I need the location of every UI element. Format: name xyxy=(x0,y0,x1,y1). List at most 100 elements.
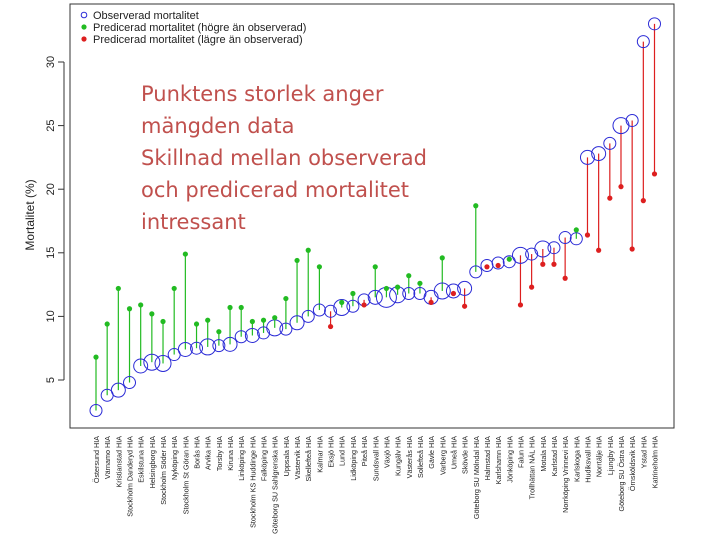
annotation-line-4: och predicerad mortalitet xyxy=(141,178,410,202)
predicted-point-42 xyxy=(562,275,568,281)
predicted-point-34 xyxy=(473,203,479,209)
y-tick-label-25: 25 xyxy=(45,119,57,131)
observed-point-19 xyxy=(301,309,315,323)
x-tick-label-43: Karlskoga HIA xyxy=(572,436,581,482)
observed-point-22 xyxy=(333,298,351,316)
observed-point-3 xyxy=(123,376,137,390)
predicted-point-31 xyxy=(439,255,445,261)
x-tick-label-22: Lund HIA xyxy=(338,436,347,466)
predicted-point-26 xyxy=(383,285,390,292)
x-tick-label-23: Lidköping HIA xyxy=(349,436,358,481)
observed-point-17 xyxy=(279,322,293,336)
y-tick-label-30: 30 xyxy=(45,56,57,68)
predicted-point-25 xyxy=(372,264,378,270)
x-tick-label-6: Stockholm Söder HIA xyxy=(159,436,168,505)
observed-point-9 xyxy=(190,341,204,355)
x-tick-label-4: Eskilstuna HIA xyxy=(137,436,146,483)
x-tick-label-36: Karlshamn HIA xyxy=(494,436,503,485)
x-tick-label-40: Motala HIA xyxy=(539,436,548,472)
x-tick-label-9: Borås HIA xyxy=(193,436,202,469)
predicted-point-7 xyxy=(171,285,177,292)
predicted-point-45 xyxy=(596,247,602,253)
y-axis-label: Mortalitet (%) xyxy=(23,179,37,250)
predicted-point-6 xyxy=(160,318,166,325)
x-tick-label-7: Nyköping HIA xyxy=(170,436,179,480)
observed-point-43 xyxy=(569,232,583,246)
legend-higher-marker xyxy=(81,24,87,30)
x-tick-label-33: Skövde HIA xyxy=(461,436,470,474)
x-tick-label-24: Piteå HIA xyxy=(360,436,369,467)
predicted-point-11 xyxy=(216,329,222,335)
predicted-point-40 xyxy=(540,261,546,267)
predicted-point-23 xyxy=(350,290,356,297)
predicted-point-27 xyxy=(394,284,401,290)
observed-point-18 xyxy=(289,315,305,331)
predicted-point-8 xyxy=(182,251,188,257)
legend-lower-marker xyxy=(81,36,87,42)
annotation-line-5: intressant xyxy=(141,210,246,234)
legend-observed-label: Observerad mortalitet xyxy=(93,10,199,22)
x-tick-label-2: Kristianstad HIA xyxy=(114,436,123,488)
x-tick-label-47: Göteborg SU Östra HIA xyxy=(617,436,626,512)
y-tick-label-15: 15 xyxy=(45,247,57,259)
x-tick-label-29: Sollefteå HIA xyxy=(416,436,425,478)
x-tick-label-41: Karlstad HIA xyxy=(550,436,559,477)
predicted-point-18 xyxy=(294,257,300,264)
predicted-point-15 xyxy=(260,317,267,323)
observed-point-34 xyxy=(469,265,483,279)
predicted-point-47 xyxy=(618,184,624,190)
observed-point-29 xyxy=(413,287,427,301)
x-tick-label-50: Katrineholm HIA xyxy=(651,436,660,489)
x-tick-label-14: Stockholm KS Huddinge HIA xyxy=(248,436,257,528)
predicted-point-46 xyxy=(607,195,613,201)
x-tick-label-35: Halmstad HIA xyxy=(483,436,492,481)
predicted-point-16 xyxy=(272,315,278,321)
x-tick-label-10: Arvika HIA xyxy=(204,436,213,470)
x-tick-label-18: Västervik HIA xyxy=(293,436,302,480)
annotation-line-2: mängden data xyxy=(141,114,295,138)
x-tick-label-30: Gävle HIA xyxy=(427,436,436,469)
predicted-point-24 xyxy=(361,302,367,308)
x-tick-label-8: Stockholm St Göran HIA xyxy=(181,436,190,514)
x-tick-label-5: Helsingborg HIA xyxy=(148,436,157,489)
predicted-point-49 xyxy=(640,198,646,204)
predicted-point-38 xyxy=(517,302,524,308)
chart-x-tick-labels: Östersund HIA Värnamo HIA Kristianstad HIA… xyxy=(92,436,660,534)
x-tick-label-1: Värnamo HIA xyxy=(103,436,112,479)
predicted-point-35 xyxy=(484,264,490,270)
observed-point-46 xyxy=(603,136,617,150)
chart-marks xyxy=(89,17,661,418)
x-tick-label-3: Stockholm Danderyd HIA xyxy=(126,436,135,517)
predicted-point-44 xyxy=(584,232,591,238)
predicted-point-36 xyxy=(495,262,501,269)
predicted-point-0 xyxy=(93,354,99,360)
observed-point-45 xyxy=(591,146,607,162)
x-tick-label-31: Varberg HIA xyxy=(438,436,447,475)
predicted-point-41 xyxy=(551,261,557,267)
observed-point-23 xyxy=(346,299,360,313)
x-tick-label-12: Kiruna HIA xyxy=(226,436,235,471)
x-tick-label-42: Norrköping Vrinnevi HIA xyxy=(561,436,570,513)
y-tick-label-5: 5 xyxy=(45,377,57,383)
x-tick-label-48: Örnsköldsvik HIA xyxy=(628,436,637,491)
x-tick-label-45: Norrtälje HIA xyxy=(595,436,604,477)
observed-point-39 xyxy=(525,247,539,261)
observed-point-36 xyxy=(491,256,505,270)
predicted-point-29 xyxy=(417,280,423,286)
chart-axes: 5 10 15 20 25 30 Mortalitet (%) xyxy=(23,3,675,429)
x-tick-label-0: Östersund HIA xyxy=(92,436,101,483)
observed-point-32 xyxy=(445,283,461,299)
predicted-point-50 xyxy=(651,171,658,177)
observed-point-8 xyxy=(177,341,193,357)
annotation-line-3: Skillnad mellan observerad xyxy=(141,146,427,170)
observed-point-48 xyxy=(625,114,639,128)
observed-point-40 xyxy=(534,240,552,258)
predicted-point-39 xyxy=(529,284,535,290)
observed-point-31 xyxy=(433,282,451,300)
observed-point-10 xyxy=(199,338,217,356)
observed-point-20 xyxy=(312,303,326,317)
predicted-point-3 xyxy=(126,306,133,312)
predicted-point-12 xyxy=(227,304,233,311)
observed-point-38 xyxy=(511,246,529,264)
x-tick-label-49: Ystad HIA xyxy=(639,436,648,469)
